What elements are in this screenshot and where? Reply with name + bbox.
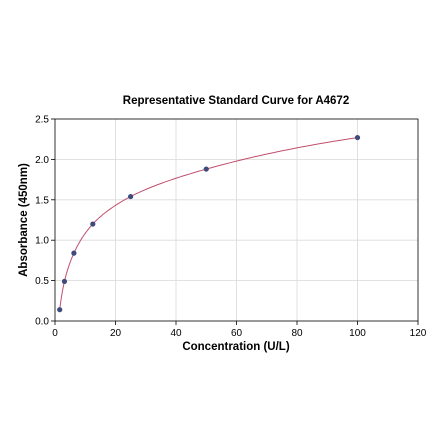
data-point-5 <box>203 166 209 172</box>
data-point-3 <box>90 221 96 227</box>
fit-curve-layer <box>59 137 358 310</box>
y-tick-label-4: 2.0 <box>35 155 49 166</box>
grid-layer <box>55 119 418 321</box>
chart-title: Representative Standard Curve for A4672 <box>123 95 349 107</box>
y-tick-label-3: 1.5 <box>35 195 49 206</box>
x-tick-label-0: 0 <box>52 328 58 339</box>
x-tick-label-5: 100 <box>349 328 366 339</box>
y-tick-label-1: 0.5 <box>35 276 49 287</box>
y-tick-label-2: 1.0 <box>35 236 49 247</box>
data-points-layer <box>57 134 361 313</box>
x-tick-label-4: 80 <box>291 328 303 339</box>
y-tick-label-0: 0.0 <box>35 317 49 328</box>
x-tick-label-2: 40 <box>170 328 182 339</box>
y-axis-ticks: 0.0 0.5 1.0 1.5 2.0 2.5 <box>35 115 55 328</box>
y-tick-label-5: 2.5 <box>35 115 49 126</box>
data-point-2 <box>71 250 77 256</box>
x-tick-label-6: 120 <box>410 328 427 339</box>
fit-curve <box>59 137 358 310</box>
x-axis-ticks: 0 20 40 60 80 100 120 <box>52 321 427 339</box>
x-axis-title: Concentration (U/L) <box>182 341 289 353</box>
y-axis-title: Absorbance (450nm) <box>18 163 30 277</box>
x-tick-label-1: 20 <box>110 328 122 339</box>
data-point-6 <box>354 134 361 141</box>
data-point-1 <box>61 278 68 285</box>
x-tick-label-3: 60 <box>231 328 243 339</box>
data-point-4 <box>128 193 134 200</box>
data-point-0 <box>57 307 63 313</box>
